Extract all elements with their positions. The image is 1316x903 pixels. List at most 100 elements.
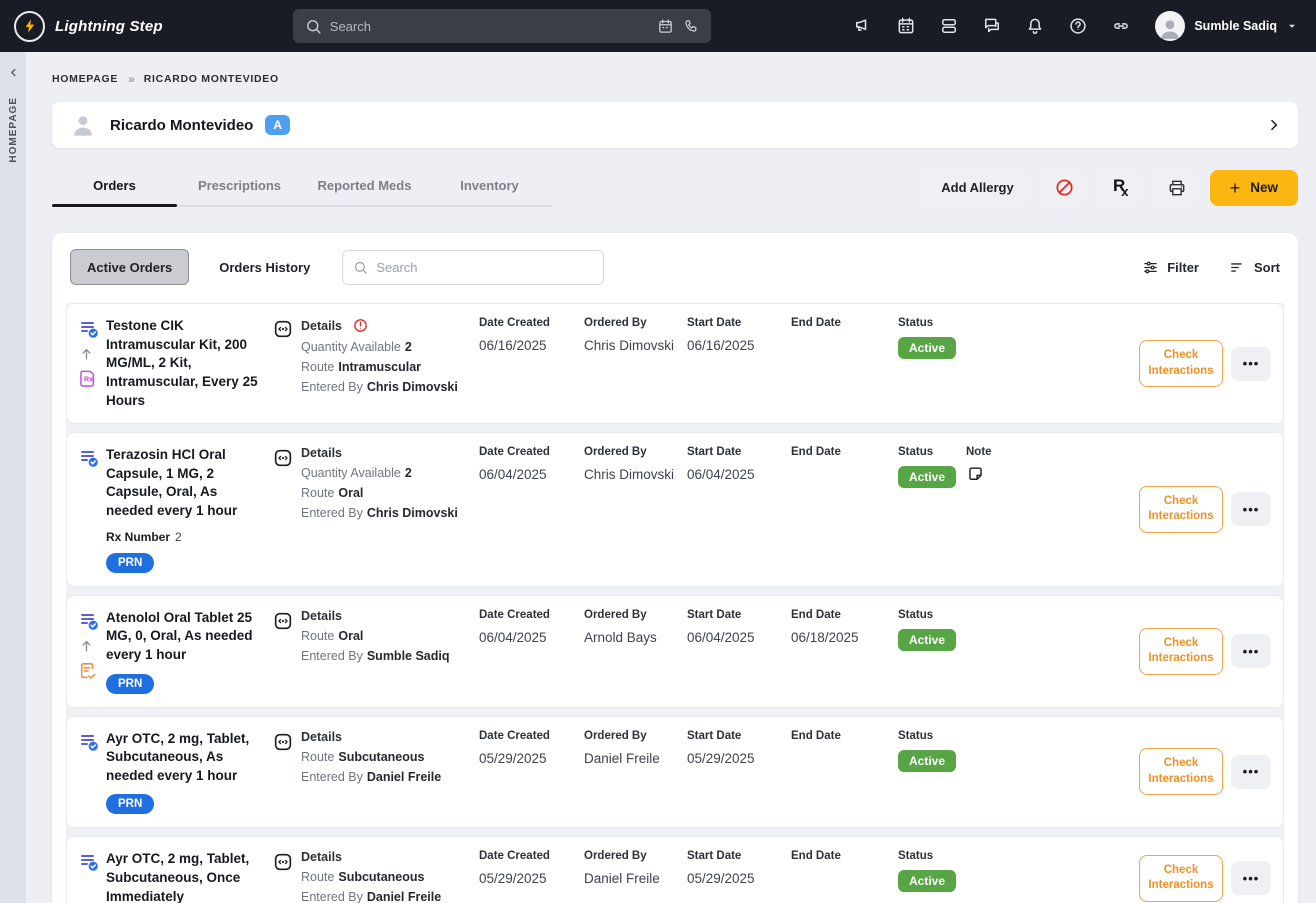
route: Route Intramuscular bbox=[301, 360, 422, 374]
announcements-icon[interactable] bbox=[853, 16, 873, 36]
start-date-cell: Start Date 06/04/2025 bbox=[687, 608, 755, 645]
breadcrumb-home[interactable]: HOMEPAGE bbox=[52, 73, 119, 85]
details-icon[interactable] bbox=[272, 609, 301, 632]
orders-search[interactable] bbox=[342, 249, 605, 285]
medication-name: Atenolol Oral Tablet 25 MG, 0, Oral, As … bbox=[106, 609, 253, 662]
no-allergy-button[interactable] bbox=[1041, 169, 1088, 206]
help-icon[interactable] bbox=[1068, 16, 1088, 36]
ordered-by-cell: Ordered By Chris Dimovski bbox=[584, 446, 675, 483]
navbar-icons bbox=[853, 16, 1131, 36]
new-button-label: New bbox=[1250, 180, 1278, 195]
check-interactions-button[interactable]: Check Interactions bbox=[1139, 748, 1223, 796]
patient-avatar-icon bbox=[68, 110, 98, 140]
quantity-available: Quantity Available 2 bbox=[301, 466, 412, 481]
details-label: Details bbox=[301, 446, 342, 461]
entered-by: Entered By Daniel Freile bbox=[301, 769, 442, 784]
filter-label: Filter bbox=[1167, 259, 1199, 275]
filter-button[interactable]: Filter bbox=[1142, 259, 1199, 276]
add-allergy-button[interactable]: Add Allergy bbox=[923, 169, 1032, 206]
orders-panel: Active Orders Orders History Filter bbox=[52, 233, 1298, 903]
entered-by: Entered By Chris Dimovski bbox=[301, 380, 458, 394]
end-date-cell: End Date 06/18/2025 bbox=[791, 608, 859, 645]
arrow-up-icon bbox=[79, 346, 94, 362]
tab-prescriptions[interactable]: Prescriptions bbox=[197, 178, 282, 193]
check-interactions-button[interactable]: Check Interactions bbox=[1139, 485, 1223, 533]
order-icons bbox=[79, 609, 106, 681]
arrow-up-icon bbox=[79, 638, 94, 654]
start-date-cell: Start Date 05/29/2025 bbox=[687, 850, 755, 887]
details-label: Details bbox=[301, 318, 342, 333]
status-badge: Active bbox=[898, 337, 957, 359]
start-date-cell: Start Date 06/04/2025 bbox=[687, 446, 755, 483]
details-icon[interactable] bbox=[272, 317, 301, 340]
status-cell: Status Active bbox=[898, 446, 966, 489]
printer-icon bbox=[1169, 180, 1185, 195]
details-icon[interactable] bbox=[272, 850, 301, 873]
status-cell: Status Active bbox=[898, 730, 966, 772]
print-button[interactable] bbox=[1153, 169, 1200, 206]
prn-badge: PRN bbox=[106, 552, 155, 573]
check-interactions-button[interactable]: Check Interactions bbox=[1139, 627, 1223, 675]
calendar-small-icon[interactable] bbox=[657, 18, 674, 35]
medication-name: Ayr OTC, 2 mg, Tablet, Subcutaneous, Onc… bbox=[106, 851, 250, 903]
date-created-cell: Date Created 06/16/2025 bbox=[479, 317, 550, 353]
order-row: Rx Testone CIK Intramuscular Kit, 200 MG… bbox=[66, 303, 1284, 425]
more-actions-button[interactable]: ••• bbox=[1231, 492, 1271, 527]
patient-card[interactable]: Ricardo Montevideo A bbox=[52, 102, 1298, 148]
user-menu[interactable]: Sumble Sadiq bbox=[1155, 11, 1298, 41]
user-avatar bbox=[1155, 11, 1186, 41]
tab-reported-meds[interactable]: Reported Meds bbox=[317, 178, 412, 193]
orders-search-input[interactable] bbox=[376, 259, 594, 275]
prn-badge: PRN bbox=[106, 673, 155, 694]
breadcrumb-current: RICARDO MONTEVIDEO bbox=[143, 73, 279, 85]
tab-orders[interactable]: Orders bbox=[52, 168, 177, 207]
details-icon[interactable] bbox=[272, 730, 301, 753]
more-actions-button[interactable]: ••• bbox=[1231, 861, 1271, 896]
sort-button[interactable]: Sort bbox=[1229, 259, 1280, 276]
details-icon[interactable] bbox=[272, 446, 301, 469]
more-actions-button[interactable]: ••• bbox=[1231, 634, 1271, 669]
chevron-right-icon[interactable] bbox=[1266, 117, 1282, 133]
check-interactions-button[interactable]: Check Interactions bbox=[1139, 854, 1223, 902]
order-row: Ayr OTC, 2 mg, Tablet, Subcutaneous, As … bbox=[66, 715, 1284, 829]
order-row: Terazosin HCl Oral Capsule, 1 MG, 2 Caps… bbox=[66, 432, 1284, 587]
check-interactions-button[interactable]: Check Interactions bbox=[1139, 340, 1223, 388]
prescription-rx-button[interactable]: Rx bbox=[1097, 169, 1144, 206]
notifications-bell-icon[interactable] bbox=[1025, 16, 1045, 36]
active-orders-toggle[interactable]: Active Orders bbox=[70, 249, 190, 285]
collapse-chevron-icon[interactable] bbox=[7, 66, 20, 79]
route: Route Oral bbox=[301, 486, 364, 501]
link-icon[interactable] bbox=[1111, 16, 1131, 36]
orders-history-toggle[interactable]: Orders History bbox=[219, 259, 311, 275]
sort-icon bbox=[1231, 262, 1242, 272]
end-date-cell: End Date bbox=[791, 729, 841, 742]
medication-name: Terazosin HCl Oral Capsule, 1 MG, 2 Caps… bbox=[106, 447, 238, 518]
lightning-logo-icon bbox=[14, 10, 45, 42]
order-icons bbox=[79, 850, 106, 872]
more-actions-button[interactable]: ••• bbox=[1231, 754, 1271, 789]
phone-icon[interactable] bbox=[682, 18, 699, 35]
global-search[interactable] bbox=[292, 9, 711, 43]
chevron-down-icon[interactable] bbox=[1286, 20, 1298, 32]
rail-homepage-label[interactable]: HOMEPAGE bbox=[7, 97, 19, 163]
search-icon bbox=[353, 260, 368, 275]
messages-icon[interactable] bbox=[982, 16, 1002, 36]
note-icon[interactable] bbox=[966, 465, 1016, 484]
status-badge: Active bbox=[898, 466, 957, 489]
more-actions-button[interactable]: ••• bbox=[1231, 346, 1271, 381]
order-document-icon bbox=[79, 319, 99, 339]
census-rows-icon[interactable] bbox=[939, 16, 959, 36]
calendar-icon[interactable] bbox=[896, 16, 916, 36]
tab-inventory[interactable]: Inventory bbox=[460, 178, 519, 193]
search-icon bbox=[305, 18, 322, 35]
alert-icon[interactable] bbox=[352, 317, 369, 334]
order-row: Ayr OTC, 2 mg, Tablet, Subcutaneous, Onc… bbox=[66, 836, 1284, 903]
details-label: Details bbox=[301, 850, 342, 865]
rx-icon: Rx bbox=[1112, 176, 1129, 199]
new-order-button[interactable]: + New bbox=[1209, 169, 1298, 206]
end-date-cell: End Date bbox=[791, 317, 841, 329]
end-date-cell: End Date bbox=[791, 446, 841, 459]
global-search-input[interactable] bbox=[329, 18, 649, 34]
order-document-icon bbox=[79, 448, 99, 468]
date-created-cell: Date Created 05/29/2025 bbox=[479, 850, 550, 887]
